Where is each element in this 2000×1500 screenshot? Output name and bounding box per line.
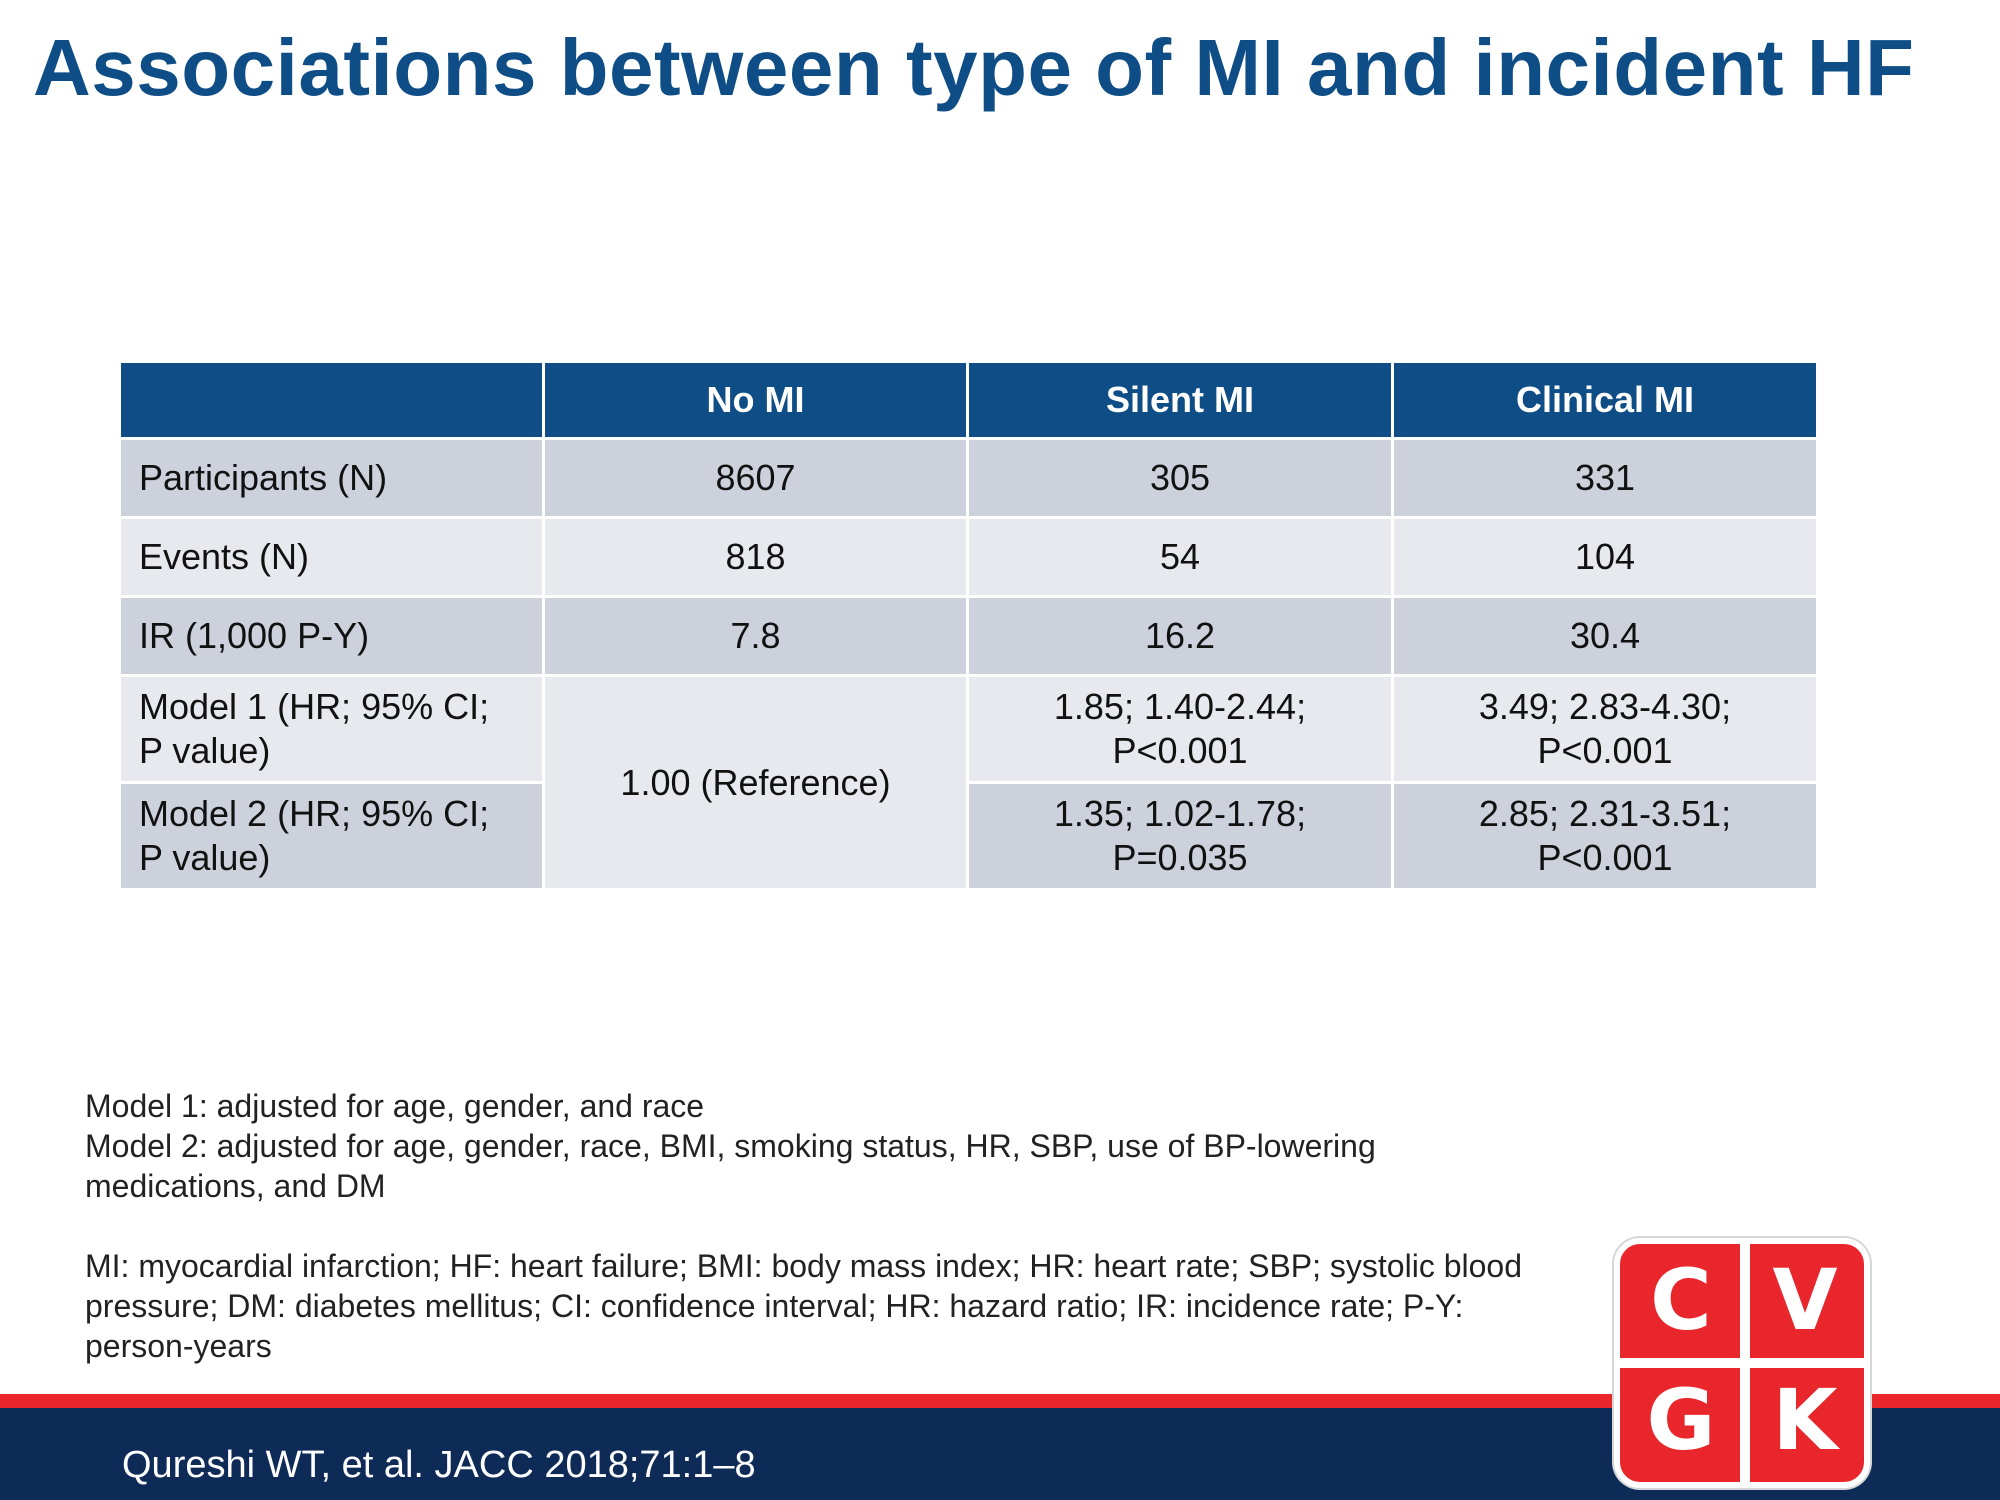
cell-line1: 2.85; 2.31-3.51; [1478,793,1732,834]
cell-no-mi: 7.8 [542,595,969,677]
cell-clinical-mi: 104 [1391,516,1819,598]
slide-title: Associations between type of MI and inci… [33,23,1915,112]
table-row-participants: Participants (N) 8607 305 331 [118,437,1819,519]
row-label: Model 1 (HR; 95% CI; P value) [118,674,545,784]
logo-letter-c: C [1650,1251,1712,1349]
cell-no-mi: 8607 [542,437,969,519]
row-label: IR (1,000 P-Y) [118,595,545,677]
cell-line2: P<0.001 [1537,837,1673,878]
row-label: Events (N) [118,516,545,598]
cell-silent-mi: 305 [966,437,1394,519]
row-label: Participants (N) [118,437,545,519]
note-model1: Model 1: adjusted for age, gender, and r… [85,1088,705,1124]
header-empty [118,360,545,440]
citation: Qureshi WT, et al. JACC 2018;71:1–8 [122,1444,756,1486]
table-row-model1: Model 1 (HR; 95% CI; P value) 1.00 (Refe… [118,674,1819,891]
header-no-mi: No MI [542,360,969,440]
cell-reference: 1.00 (Reference) [542,674,969,891]
cell-clinical-mi: 3.49; 2.83-4.30; P<0.001 [1391,674,1819,784]
cell-silent-mi: 1.85; 1.40-2.44; P<0.001 [966,674,1394,784]
footnotes: Model 1: adjusted for age, gender, and r… [85,1086,1605,1366]
table-row-events: Events (N) 818 54 104 [118,516,1819,598]
cell-silent-mi: 54 [966,516,1394,598]
table-row-ir: IR (1,000 P-Y) 7.8 16.2 30.4 [118,595,1819,677]
cell-silent-mi: 1.35; 1.02-1.78; P=0.035 [966,781,1394,891]
cell-line2: P<0.001 [1112,730,1248,771]
row-label-line2: P value) [139,837,271,878]
footer-red-stripe [0,1394,2000,1408]
results-table: No MI Silent MI Clinical MI Participants… [118,360,1819,891]
notes-spacer [85,1206,1605,1246]
note-model2-line2: medications, and DM [85,1168,386,1204]
table-header-row: No MI Silent MI Clinical MI [118,360,1819,440]
cell-line2: P<0.001 [1537,730,1673,771]
logo-letter-v: V [1772,1251,1838,1349]
cell-silent-mi: 16.2 [966,595,1394,677]
table-row-model2: Model 2 (HR; 95% CI; P value) 1.35; 1.02… [118,781,1819,891]
cell-line2: P=0.035 [1112,837,1248,878]
note-model2-line1: Model 2: adjusted for age, gender, race,… [85,1128,1376,1164]
cell-clinical-mi: 30.4 [1391,595,1819,677]
row-label: Model 2 (HR; 95% CI; P value) [118,781,545,891]
row-label-line1: Model 2 (HR; 95% CI; [139,793,490,834]
cell-line1: 1.85; 1.40-2.44; [1053,686,1307,727]
header-clinical-mi: Clinical MI [1391,360,1819,440]
note-abbrev-line1: MI: myocardial infarction; HF: heart fai… [85,1248,1522,1284]
note-abbrev-line2: pressure; DM: diabetes mellitus; CI: con… [85,1288,1464,1324]
cell-no-mi: 818 [542,516,969,598]
cell-clinical-mi: 2.85; 2.31-3.51; P<0.001 [1391,781,1819,891]
row-label-line2: P value) [139,730,271,771]
cell-clinical-mi: 331 [1391,437,1819,519]
cvgk-logo: C V G K [1614,1238,1870,1488]
cell-line1: 3.49; 2.83-4.30; [1478,686,1732,727]
cell-line1: 1.35; 1.02-1.78; [1053,793,1307,834]
logo-letter-k: K [1772,1371,1838,1469]
row-label-line1: Model 1 (HR; 95% CI; [139,686,490,727]
note-abbrev-line3: person-years [85,1328,272,1364]
header-silent-mi: Silent MI [966,360,1394,440]
logo-letter-g: G [1646,1371,1716,1469]
logo-divider-horizontal [1620,1358,1864,1368]
